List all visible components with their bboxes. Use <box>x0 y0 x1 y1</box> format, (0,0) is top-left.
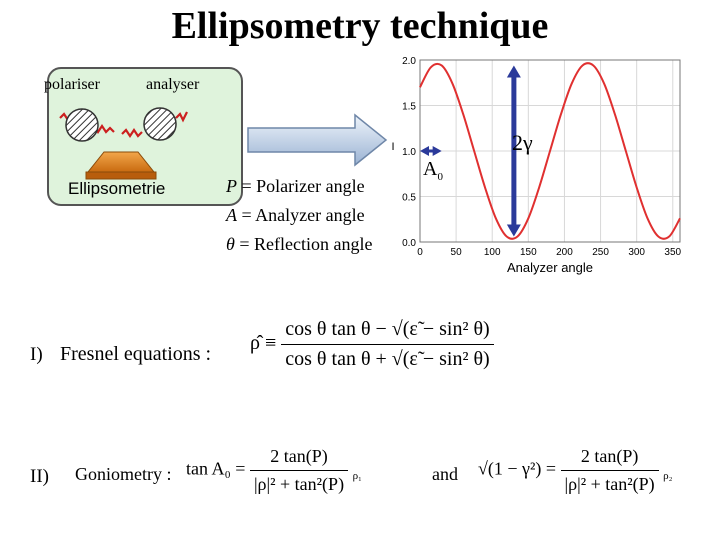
y-tick-label: 1.0 <box>402 147 416 158</box>
eq2-label: Goniometry : <box>75 464 172 484</box>
fresnel-equation: ρ̂ ≡ cos θ tan θ − √(ε̃ − sin² θ) cos θ … <box>250 318 494 371</box>
polariser-disk-icon <box>65 108 99 142</box>
eq1-denominator: cos θ tan θ + √(ε̃ − sin² θ) <box>285 348 490 370</box>
analyser-label: analyser <box>146 76 200 93</box>
eq1-numerator: cos θ tan θ − √(ε̃ − sin² θ) <box>281 318 494 345</box>
x-tick-label: 0 <box>417 247 423 258</box>
a0-arrow <box>420 146 442 156</box>
a0-annotation: A0 <box>423 158 443 183</box>
eq2-number: II) <box>30 466 49 487</box>
def-analyzer: A = Analyzer angle <box>226 205 365 225</box>
eq1-label: Fresnel equations : <box>60 343 212 365</box>
ellipsometrie-label: Ellipsometrie <box>68 179 166 198</box>
x-tick-label: 200 <box>556 247 573 258</box>
and-text: and <box>432 464 458 484</box>
goniometry-equation-gamma: √(1 − γ²) = 2 tan(P) |ρ|² + tan²(P) ρ₂ <box>478 446 673 494</box>
big-arrow-icon <box>247 113 388 167</box>
y-tick-label: 0.0 <box>402 238 416 249</box>
gamma-annotation: 2γ <box>512 130 533 155</box>
data-series-line <box>419 62 681 240</box>
y-axis-label: I <box>391 141 394 153</box>
x-tick-label: 350 <box>664 247 681 258</box>
graph-ticks: 0 50 100 150 200 250 300 350 0.0 0.5 1.0 1.5 2.0 <box>402 56 681 258</box>
x-tick-label: 100 <box>484 247 501 258</box>
sample-stage-icon <box>85 151 157 180</box>
x-tick-label: 50 <box>451 247 463 258</box>
analyser-disk-icon <box>143 107 177 141</box>
y-tick-label: 2.0 <box>402 56 416 67</box>
y-tick-label: 1.5 <box>402 102 416 113</box>
x-tick-label: 150 <box>520 247 537 258</box>
goniometry-equation-a0: tan A₀ = 2 tan(P) |ρ|² + tan²(P) ρ₁ <box>186 446 362 494</box>
def-polarizer: P = Polarizer angle <box>226 176 365 196</box>
page-title: Ellipsometry technique <box>171 5 549 47</box>
x-axis-label: Analyzer angle <box>507 260 593 275</box>
def-reflection: θ = Reflection angle <box>226 234 373 254</box>
eq1-number: I) <box>30 344 43 365</box>
polariser-label: polariser <box>44 76 100 93</box>
x-tick-label: 300 <box>628 247 645 258</box>
x-tick-label: 250 <box>592 247 609 258</box>
y-tick-label: 0.5 <box>402 193 416 204</box>
gamma-arrow <box>506 65 521 237</box>
